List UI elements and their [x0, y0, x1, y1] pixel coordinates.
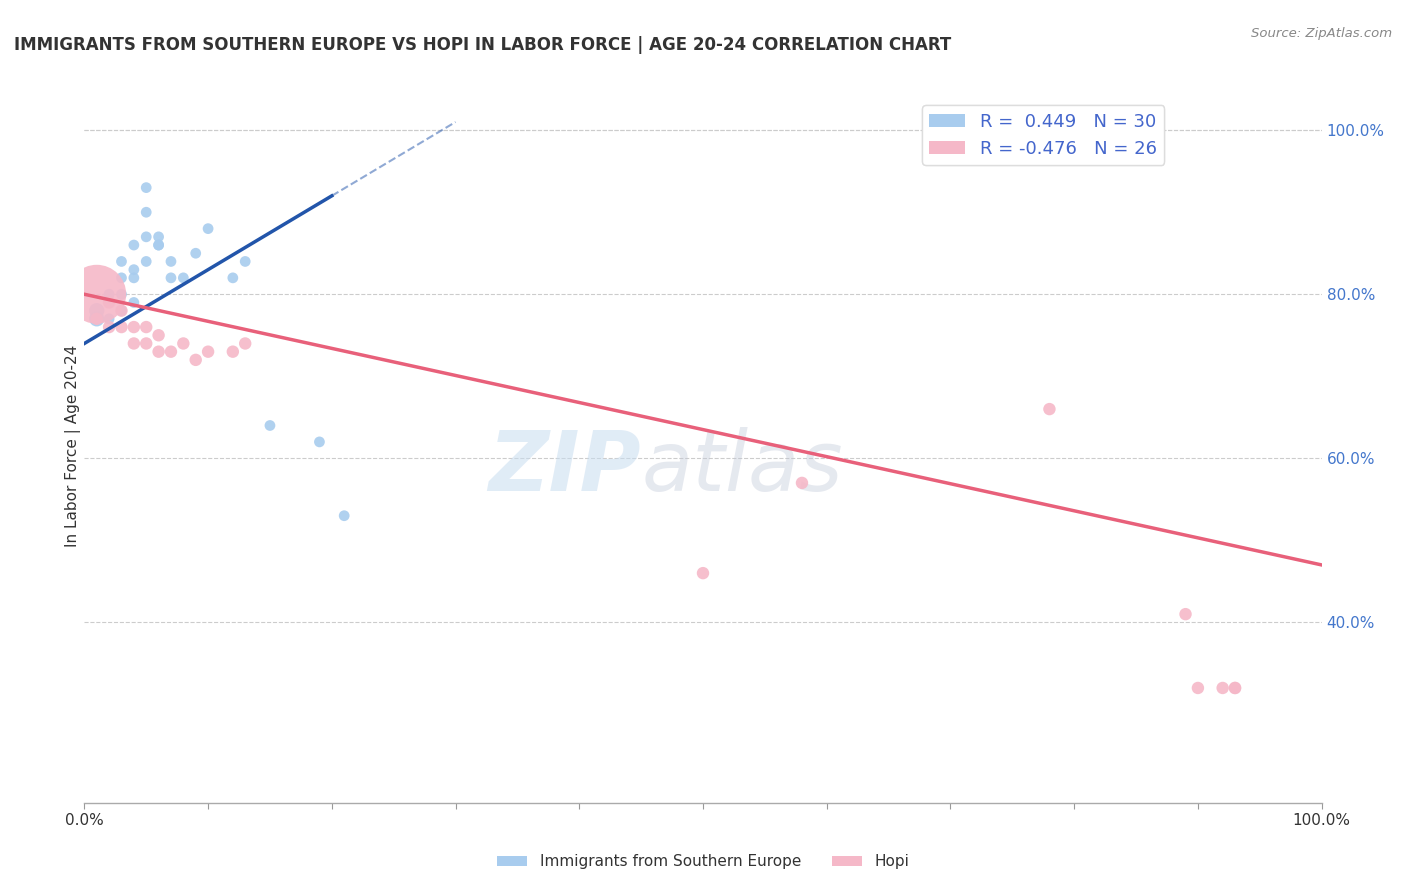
- Point: [110, 320, 132, 334]
- Point: [98, 311, 121, 326]
- Point: [790, 475, 813, 490]
- Text: IMMIGRANTS FROM SOUTHERN EUROPE VS HOPI IN LABOR FORCE | AGE 20-24 CORRELATION C: IMMIGRANTS FROM SOUTHERN EUROPE VS HOPI …: [14, 36, 952, 54]
- Point: [110, 254, 132, 268]
- Point: [122, 238, 145, 252]
- Point: [98, 295, 121, 310]
- Point: [110, 303, 132, 318]
- Point: [135, 336, 157, 351]
- Point: [160, 254, 183, 268]
- Point: [122, 320, 145, 334]
- Point: [148, 238, 170, 252]
- Point: [135, 320, 157, 334]
- Text: atlas: atlas: [641, 427, 842, 508]
- Point: [233, 336, 256, 351]
- Point: [86, 311, 108, 326]
- Point: [197, 344, 219, 359]
- Point: [135, 180, 157, 194]
- Point: [86, 287, 108, 301]
- Point: [148, 230, 170, 244]
- Point: [1187, 681, 1209, 695]
- Point: [110, 303, 132, 318]
- Point: [1174, 607, 1197, 622]
- Point: [333, 508, 356, 523]
- Point: [1212, 681, 1234, 695]
- Point: [184, 246, 207, 260]
- Point: [692, 566, 714, 581]
- Point: [86, 311, 108, 326]
- Point: [1038, 402, 1060, 417]
- Point: [122, 295, 145, 310]
- Text: Source: ZipAtlas.com: Source: ZipAtlas.com: [1251, 27, 1392, 40]
- Point: [160, 270, 183, 285]
- Legend: R =  0.449   N = 30, R = -0.476   N = 26: R = 0.449 N = 30, R = -0.476 N = 26: [922, 105, 1164, 165]
- Point: [197, 221, 219, 235]
- Point: [233, 254, 256, 268]
- Point: [135, 205, 157, 219]
- Point: [308, 434, 330, 449]
- Point: [148, 328, 170, 343]
- Legend: Immigrants from Southern Europe, Hopi: Immigrants from Southern Europe, Hopi: [491, 848, 915, 875]
- Point: [98, 295, 121, 310]
- Point: [110, 287, 132, 301]
- Point: [222, 270, 245, 285]
- Point: [222, 344, 245, 359]
- Point: [172, 336, 194, 351]
- Text: ZIP: ZIP: [488, 427, 641, 508]
- Point: [98, 287, 121, 301]
- Point: [1223, 681, 1246, 695]
- Point: [122, 270, 145, 285]
- Point: [148, 344, 170, 359]
- Point: [1223, 681, 1246, 695]
- Point: [86, 303, 108, 318]
- Point: [98, 320, 121, 334]
- Point: [135, 230, 157, 244]
- Point: [110, 270, 132, 285]
- Point: [148, 238, 170, 252]
- Y-axis label: In Labor Force | Age 20-24: In Labor Force | Age 20-24: [65, 345, 82, 547]
- Point: [122, 262, 145, 277]
- Point: [184, 352, 207, 367]
- Point: [135, 254, 157, 268]
- Point: [160, 344, 183, 359]
- Point: [172, 270, 194, 285]
- Point: [259, 418, 281, 433]
- Point: [122, 336, 145, 351]
